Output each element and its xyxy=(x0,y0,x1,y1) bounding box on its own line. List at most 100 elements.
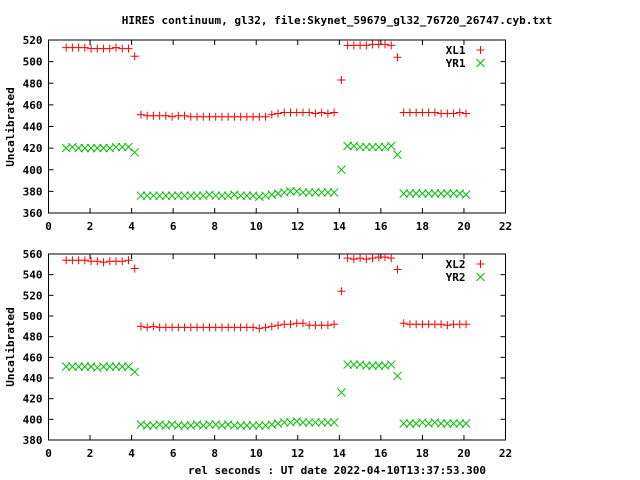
data-point-yr1 xyxy=(136,191,146,201)
data-point-xl2 xyxy=(393,265,402,274)
data-point-yr1 xyxy=(192,191,202,201)
data-point-xl2 xyxy=(437,320,446,329)
y-tick-label: 420 xyxy=(23,393,43,406)
data-point-yr1 xyxy=(461,190,471,199)
data-point-yr1 xyxy=(236,191,246,201)
data-point-xl2 xyxy=(337,287,346,296)
data-point-xl1 xyxy=(323,109,332,118)
data-point-xl1 xyxy=(311,109,320,118)
y-tick-label: 500 xyxy=(23,56,43,69)
data-point-xl1 xyxy=(330,108,339,117)
data-point-yr1 xyxy=(317,188,327,197)
data-point-xl2 xyxy=(343,254,352,263)
data-point-xl2 xyxy=(261,323,270,332)
data-point-xl1 xyxy=(161,111,170,120)
data-point-yr1 xyxy=(186,191,196,201)
plot-frame xyxy=(48,253,506,441)
data-point-yr2 xyxy=(117,362,127,371)
x-tick-label: 12 xyxy=(291,220,304,233)
x-tick-label: 8 xyxy=(211,220,218,233)
chart-title: HIRES continuum, gl32, file:Skynet_59679… xyxy=(122,14,552,27)
legend-marker-yr1 xyxy=(476,58,485,68)
data-point-yr2 xyxy=(349,360,359,369)
data-point-xl2 xyxy=(349,255,358,264)
legend-label-xl1: XL1 xyxy=(446,44,466,57)
data-point-xl2 xyxy=(274,321,283,330)
data-point-xl1 xyxy=(80,43,89,52)
data-point-yr1 xyxy=(74,143,83,153)
x-tick-label: 0 xyxy=(45,220,52,233)
x-tick-label: 10 xyxy=(250,447,263,460)
y-tick-label: 400 xyxy=(23,164,43,177)
data-point-yr1 xyxy=(343,141,352,151)
data-point-yr1 xyxy=(92,143,102,153)
legend-label-xl2: XL2 xyxy=(446,258,466,271)
data-point-yr2 xyxy=(304,418,314,427)
data-point-xl1 xyxy=(180,111,189,120)
data-point-yr2 xyxy=(329,418,339,427)
data-point-yr1 xyxy=(368,142,377,152)
x-tick-label: 18 xyxy=(416,220,429,233)
data-point-yr2 xyxy=(386,360,396,369)
data-point-xl2 xyxy=(381,253,390,262)
data-point-yr1 xyxy=(424,189,433,198)
y-tick-label: 560 xyxy=(23,248,43,261)
data-point-yr1 xyxy=(149,191,158,201)
data-point-yr1 xyxy=(374,142,384,152)
data-point-yr1 xyxy=(211,191,221,201)
data-point-xl1 xyxy=(362,41,371,50)
legend-marker-xl2 xyxy=(476,260,485,268)
data-point-yr2 xyxy=(436,419,446,428)
x-tick-label: 0 xyxy=(45,447,52,460)
data-point-xl1 xyxy=(462,109,471,118)
data-point-xl2 xyxy=(298,319,307,328)
y-tick-label: 520 xyxy=(23,34,43,47)
data-point-yr2 xyxy=(361,361,371,370)
data-point-xl2 xyxy=(356,254,365,263)
data-point-xl1 xyxy=(381,40,390,49)
x-tick-label: 14 xyxy=(333,447,347,460)
legend-label-yr1: YR1 xyxy=(446,57,466,70)
data-point-xl2 xyxy=(118,257,127,266)
y-tick-label: 420 xyxy=(23,142,43,155)
data-point-yr1 xyxy=(355,142,365,152)
y-tick-label: 520 xyxy=(23,289,43,302)
data-point-yr1 xyxy=(217,191,227,201)
data-point-yr1 xyxy=(80,143,90,153)
data-point-yr1 xyxy=(242,191,252,201)
data-point-yr2 xyxy=(236,421,246,430)
data-point-yr1 xyxy=(161,191,171,201)
data-point-yr2 xyxy=(298,418,308,427)
y-axis-label-bottom: Uncalibrated xyxy=(4,307,17,386)
y-tick-label: 500 xyxy=(23,310,43,323)
data-point-xl1 xyxy=(168,112,177,121)
data-point-xl1 xyxy=(305,108,314,117)
y-tick-label: 480 xyxy=(23,331,43,344)
data-point-yr2 xyxy=(368,361,377,370)
data-point-yr2 xyxy=(449,419,458,428)
data-point-xl1 xyxy=(337,76,346,85)
data-point-yr2 xyxy=(399,419,409,428)
data-point-yr1 xyxy=(418,189,427,198)
data-point-xl1 xyxy=(112,43,121,52)
x-tick-label: 6 xyxy=(170,220,177,233)
y-tick-label: 440 xyxy=(23,372,43,385)
data-point-xl1 xyxy=(455,108,464,117)
data-point-xl2 xyxy=(399,319,408,328)
data-point-xl1 xyxy=(261,112,270,121)
x-tick-label: 20 xyxy=(457,447,470,460)
data-point-yr2 xyxy=(461,419,471,428)
data-point-yr2 xyxy=(311,418,320,427)
data-point-xl2 xyxy=(93,257,102,266)
data-point-yr2 xyxy=(105,362,115,371)
data-point-yr1 xyxy=(298,188,308,197)
data-point-xl2 xyxy=(143,323,152,332)
data-point-xl1 xyxy=(124,44,133,53)
data-point-xl2 xyxy=(330,320,339,329)
y-axis-label-top: Uncalibrated xyxy=(4,87,17,166)
data-point-xl1 xyxy=(430,108,439,117)
data-point-yr2 xyxy=(455,419,465,428)
data-point-yr2 xyxy=(254,421,264,430)
data-point-xl1 xyxy=(387,41,396,50)
